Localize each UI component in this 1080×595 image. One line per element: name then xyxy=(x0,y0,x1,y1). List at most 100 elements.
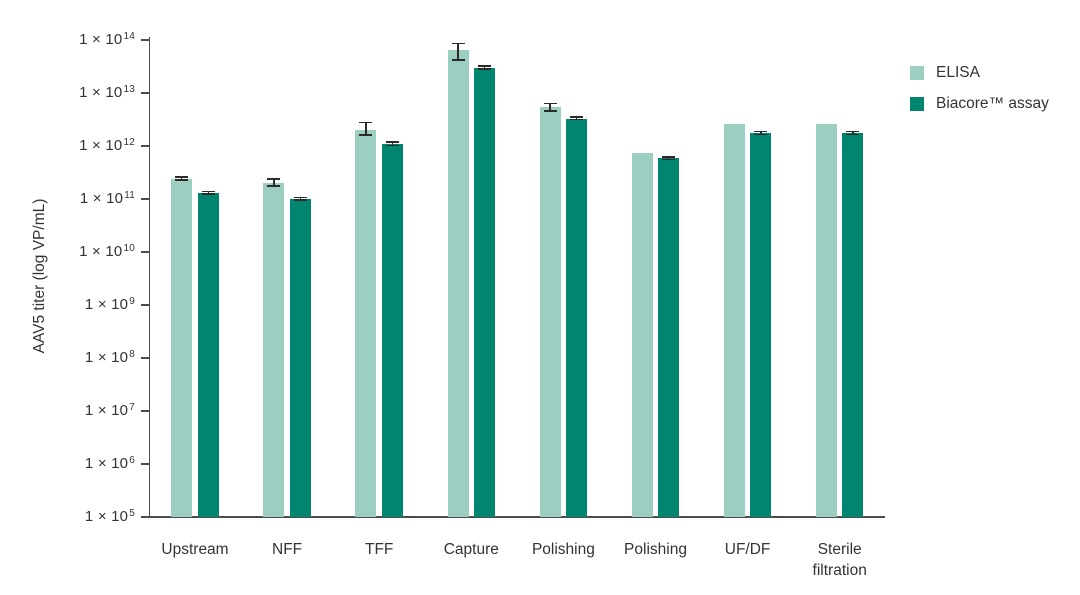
bar-elisa-sterile-filtration-7 xyxy=(815,124,837,517)
legend-label: Biacore™ assay xyxy=(936,95,1049,112)
y-tick-mark-1e12 xyxy=(141,145,149,147)
x-axis-label-capture-3: Capture xyxy=(443,541,499,558)
error-bar-line-tff-elisa xyxy=(365,122,367,136)
error-bar-cap-top-upstream-elisa xyxy=(175,176,189,178)
x-axis-label-tff-2: TFF xyxy=(364,541,394,558)
y-tick-mark-1e13 xyxy=(141,92,149,94)
bar-biacore-assay-uf-df-6 xyxy=(750,133,772,517)
bar-elisa-polishing-4 xyxy=(539,106,561,517)
error-bar-cap-bottom-capture-biacore-assay xyxy=(478,68,492,70)
error-bar-cap-bottom-polishing-biacore-assay xyxy=(662,158,676,161)
error-bar-cap-bottom-upstream-elisa xyxy=(175,179,189,181)
bar-elisa-capture-3 xyxy=(447,49,469,517)
bar-elisa-nff-1 xyxy=(263,183,285,517)
y-tick-label-1e7: 1 × 107 xyxy=(84,402,135,420)
bar-biacore-assay-sterile-filtration-7 xyxy=(842,133,864,517)
error-bar-cap-bottom-nff-elisa xyxy=(267,185,281,187)
error-bar-cap-top-capture-biacore-assay xyxy=(478,65,492,67)
error-bar-cap-bottom-polishing-biacore-assay xyxy=(570,118,584,121)
legend-item-biacore-assay: Biacore™ assay xyxy=(910,95,1049,113)
bar-elisa-tff-2 xyxy=(355,130,377,517)
error-bar-line-sterile-filtration-biacore-assay xyxy=(852,131,854,135)
bar-biacore-assay-upstream-0 xyxy=(197,192,219,517)
bar-biacore-assay-polishing-5 xyxy=(658,158,680,517)
x-axis-label-sterile-filtration-7: Sterile filtration xyxy=(812,541,867,579)
y-axis-line xyxy=(148,37,151,518)
error-bar-cap-top-capture-elisa xyxy=(451,42,465,44)
error-bar-cap-top-polishing-elisa xyxy=(543,102,557,105)
error-bar-cap-bottom-nff-biacore-assay xyxy=(293,199,307,201)
error-bar-cap-top-sterile-filtration-biacore-assay xyxy=(846,130,860,133)
error-bar-cap-bottom-capture-elisa xyxy=(451,59,465,61)
error-bar-line-polishing-biacore-assay xyxy=(668,157,670,160)
error-bar-cap-top-polishing-biacore-assay xyxy=(570,116,584,118)
y-tick-mark-1e8 xyxy=(141,357,149,359)
error-bar-cap-top-tff-biacore-assay xyxy=(385,141,399,143)
y-tick-label-1e10: 1 × 1010 xyxy=(79,243,135,261)
y-tick-label-1e5: 1 × 105 xyxy=(84,508,135,526)
legend-swatch-icon xyxy=(910,97,924,111)
y-axis-title: AAV5 titer (log VP/mL) xyxy=(31,198,48,354)
error-bar-cap-bottom-sterile-filtration-biacore-assay xyxy=(846,133,860,136)
x-axis-label-uf-df-6: UF/DF xyxy=(724,541,771,558)
y-tick-exponent: 6 xyxy=(129,455,135,467)
bar-biacore-assay-polishing-4 xyxy=(566,118,588,517)
error-bar-cap-bottom-polishing-elisa xyxy=(543,110,557,112)
error-bar-cap-top-polishing-biacore-assay xyxy=(662,156,676,158)
y-tick-label-1e11: 1 × 1011 xyxy=(79,190,135,208)
y-tick-label-1e6: 1 × 106 xyxy=(84,455,135,473)
legend-swatch-icon xyxy=(910,66,924,80)
error-bar-cap-bottom-uf-df-biacore-assay xyxy=(754,133,768,136)
bar-elisa-uf-df-6 xyxy=(723,124,745,517)
error-bar-cap-top-nff-elisa xyxy=(267,178,281,180)
y-tick-exponent: 7 xyxy=(129,402,135,414)
legend-item-elisa: ELISA xyxy=(910,64,1049,82)
bar-elisa-polishing-5 xyxy=(631,152,653,517)
error-bar-line-upstream-elisa xyxy=(181,177,183,180)
y-tick-label-1e14: 1 × 1014 xyxy=(79,31,135,49)
y-tick-exponent: 8 xyxy=(129,349,135,361)
error-bar-line-capture-biacore-assay xyxy=(483,65,486,69)
y-tick-exponent: 14 xyxy=(123,31,135,43)
error-bar-line-uf-df-biacore-assay xyxy=(760,131,762,135)
x-axis-label-polishing-5: Polishing xyxy=(624,541,687,558)
y-tick-exponent: 5 xyxy=(129,508,135,520)
y-tick-mark-1e14 xyxy=(141,39,149,41)
bar-biacore-assay-nff-1 xyxy=(289,199,311,517)
y-tick-mark-1e6 xyxy=(141,463,149,465)
y-tick-exponent: 10 xyxy=(123,243,135,255)
error-bar-cap-bottom-tff-biacore-assay xyxy=(385,144,399,147)
bar-biacore-assay-tff-2 xyxy=(381,143,403,517)
y-tick-mark-1e10 xyxy=(141,251,149,253)
error-bar-cap-top-upstream-biacore-assay xyxy=(201,190,215,193)
error-bar-cap-bottom-upstream-biacore-assay xyxy=(201,193,215,195)
y-tick-mark-1e9 xyxy=(141,304,149,306)
x-axis-label-nff-1: NFF xyxy=(272,541,303,558)
y-tick-label-1e9: 1 × 109 xyxy=(84,296,135,314)
legend: ELISA Biacore™ assay xyxy=(910,64,1049,126)
y-tick-mark-1e7 xyxy=(141,410,149,412)
y-tick-exponent: 11 xyxy=(124,190,135,202)
x-axis-label-upstream-0: Upstream xyxy=(161,541,229,558)
y-tick-mark-1e5 xyxy=(141,516,149,518)
y-tick-label-1e12: 1 × 1012 xyxy=(79,137,135,155)
legend-label: ELISA xyxy=(936,64,980,81)
y-tick-label-1e13: 1 × 1013 xyxy=(79,84,135,102)
error-bar-cap-bottom-tff-elisa xyxy=(359,134,373,136)
error-bar-line-capture-elisa xyxy=(457,43,459,60)
error-bar-cap-top-tff-elisa xyxy=(359,121,373,124)
x-axis-line xyxy=(148,516,885,518)
error-bar-cap-top-uf-df-biacore-assay xyxy=(754,130,768,133)
bar-elisa-upstream-0 xyxy=(171,178,193,517)
error-bar-cap-top-nff-biacore-assay xyxy=(293,196,307,199)
y-tick-exponent: 9 xyxy=(129,296,135,308)
y-tick-exponent: 12 xyxy=(123,137,135,149)
y-tick-mark-1e11 xyxy=(141,198,149,200)
y-tick-exponent: 13 xyxy=(123,84,135,96)
error-bar-line-polishing-elisa xyxy=(549,103,551,111)
y-tick-label-1e8: 1 × 108 xyxy=(84,349,135,367)
bar-biacore-assay-capture-3 xyxy=(474,67,496,517)
error-bar-line-polishing-biacore-assay xyxy=(575,117,578,120)
error-bar-line-tff-biacore-assay xyxy=(391,141,394,146)
